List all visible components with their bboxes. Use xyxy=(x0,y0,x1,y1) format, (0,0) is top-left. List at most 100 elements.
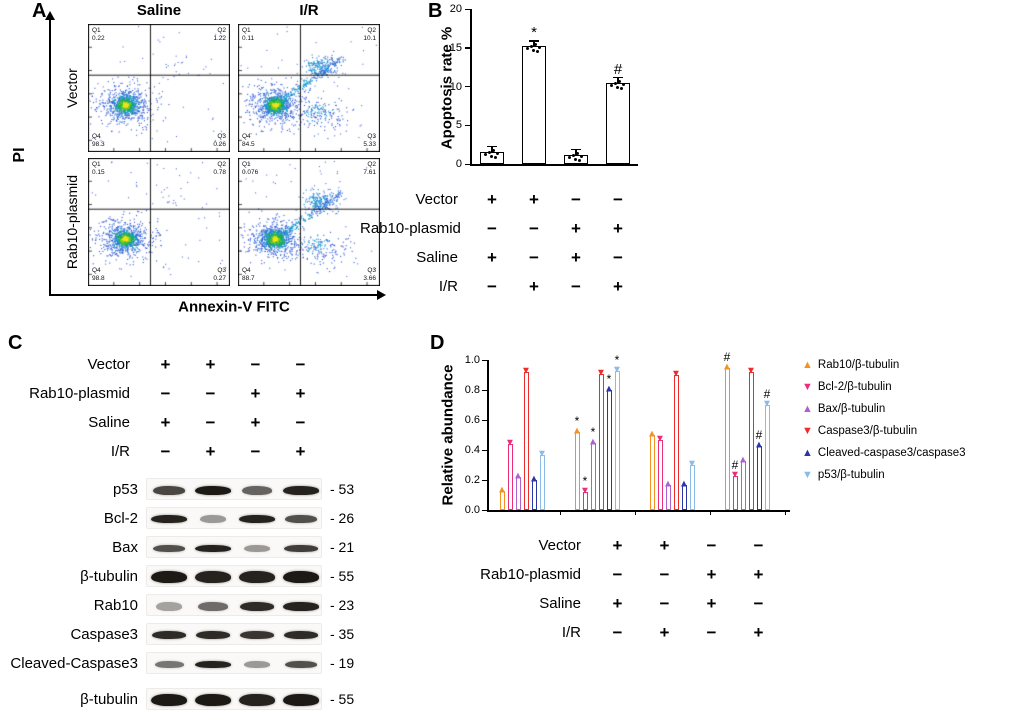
quadrant-q4-value: 98.3 xyxy=(92,141,105,148)
blot-band xyxy=(241,485,273,495)
panel-a-label: A xyxy=(32,0,47,22)
blot-band xyxy=(151,631,187,639)
treatment-matrix-c: Vector + + − − Rab10-plasmid − − + + Saline + − + − I/R… xyxy=(0,350,323,466)
triangle-up-marker: ▲ xyxy=(754,439,764,450)
x-axis xyxy=(470,164,638,166)
abundance-bar xyxy=(748,372,754,510)
treatment-sign: − xyxy=(295,354,306,374)
abundance-bar xyxy=(657,439,663,510)
y-tick xyxy=(465,124,470,127)
treatment-sign: − xyxy=(659,564,670,584)
y-tick xyxy=(482,389,487,391)
triangle-down-marker: ▼ xyxy=(687,458,697,470)
significance-marker: # xyxy=(613,60,623,78)
y-tick-label: 0.6 xyxy=(464,414,480,426)
data-point xyxy=(525,47,529,51)
blot-band xyxy=(243,660,271,668)
quadrant-q1: Q1 0.15 xyxy=(92,161,105,177)
quadrant-q4-value: 88.7 xyxy=(242,275,255,282)
treatment-sign: − xyxy=(659,593,670,613)
data-point xyxy=(493,155,497,159)
molecular-weight-label: - 55 xyxy=(330,691,355,707)
blot-strip xyxy=(146,478,322,500)
blot-strip xyxy=(146,507,322,529)
triangle-down-icon: ▼ xyxy=(802,381,813,393)
blot-band xyxy=(156,601,182,611)
blot-band xyxy=(198,601,228,611)
molecular-weight-label: - 55 xyxy=(330,568,355,584)
triangle-down-marker: ▼ xyxy=(612,364,622,375)
data-point xyxy=(621,82,625,86)
abundance-bar xyxy=(689,465,695,510)
molecular-weight-label: - 21 xyxy=(330,539,355,555)
quadrant-q3-name: Q3 xyxy=(217,267,226,274)
treatment-matrix-d: Vector + + − − Rab10-plasmid − − + + Saline + − + − I/R… xyxy=(430,531,782,647)
quadrant-q1-value: 0.15 xyxy=(92,169,105,176)
quadrant-q1: Q1 0.076 xyxy=(242,161,258,177)
abundance-bar xyxy=(756,445,762,510)
blot-band xyxy=(283,694,319,706)
treatment-row: Vector + + − − xyxy=(0,350,323,379)
significance-marker: * xyxy=(531,24,537,42)
blot-band xyxy=(195,544,231,552)
column-header-saline: Saline xyxy=(136,2,182,19)
treatment-row: Rab10-plasmid − − + + xyxy=(430,560,782,589)
legend-item: ▼ Caspase3/β-tubulin xyxy=(802,425,917,437)
triangle-up-marker: ▲ xyxy=(572,425,582,437)
protein-label: Rab10 xyxy=(93,597,138,614)
triangle-up-marker: ▲ xyxy=(679,478,689,489)
treatment-row-label: Vector xyxy=(415,191,458,208)
treatment-sign: + xyxy=(529,276,539,296)
quadrant-q2: Q2 7.61 xyxy=(363,161,376,177)
triangle-up-marker: ▲ xyxy=(722,361,732,372)
blot-strip xyxy=(146,688,322,710)
data-point xyxy=(615,85,619,89)
data-point xyxy=(571,153,575,157)
y-tick xyxy=(465,47,470,49)
data-point xyxy=(609,83,613,87)
y-tick-label: 0 xyxy=(455,158,462,170)
y-tick xyxy=(482,359,487,361)
quadrant-q2-name: Q2 xyxy=(367,161,376,168)
y-tick xyxy=(465,8,470,10)
quadrant-q4-name: Q4 xyxy=(242,133,251,140)
treatment-row: Vector + + − − xyxy=(360,185,639,214)
triangle-up-marker: ▲ xyxy=(588,436,598,447)
error-bar-cap xyxy=(529,40,539,42)
abundance-bar xyxy=(614,370,620,510)
y-tick-label: 10 xyxy=(449,80,462,93)
quadrant-q3: Q3 0.26 xyxy=(213,133,226,149)
blot-band xyxy=(195,694,231,706)
treatment-row-label: I/R xyxy=(561,624,581,641)
apoptosis-bar-1 xyxy=(522,46,546,164)
legend-item: ▲ Cleaved-caspase3/caspase3 xyxy=(802,447,966,459)
triangle-up-marker: ▲ xyxy=(497,484,507,495)
blot-band xyxy=(199,515,227,523)
treatment-sign: − xyxy=(612,622,623,642)
chart-legend: ▲ Rab10/β-tubulin ▼ Bcl-2/β-tubulin ▲ Bax/β-t… xyxy=(430,332,1020,527)
fitc-axis-label: Annexin-V FITC xyxy=(178,298,290,316)
abundance-bar xyxy=(515,477,521,510)
triangle-down-marker: ▼ xyxy=(596,367,606,378)
y-axis xyxy=(470,9,472,165)
treatment-sign: − xyxy=(487,276,497,296)
triangle-down-marker: ▼ xyxy=(655,433,665,444)
treatment-row-label: I/R xyxy=(110,443,130,460)
significance-marker: * xyxy=(582,474,588,488)
treatment-row-label: Saline xyxy=(539,595,581,612)
triangle-down-marker: ▼ xyxy=(746,365,756,377)
abundance-bar xyxy=(531,480,537,510)
legend-label: Bax/β-tubulin xyxy=(817,403,886,415)
blot-band xyxy=(284,544,318,552)
blot-band xyxy=(283,601,319,611)
treatment-sign: + xyxy=(753,622,764,642)
treatment-row-label: Rab10-plasmid xyxy=(480,566,581,583)
treatment-sign: − xyxy=(613,247,623,267)
y-tick xyxy=(465,163,470,165)
blot-band xyxy=(153,544,185,552)
y-tick-label: 15 xyxy=(449,41,462,54)
panel-d: D Relative abundance 0.0 0.2 0.4 0.6 0.8 1.0 ▲… xyxy=(430,332,1020,723)
triangle-down-marker: ▼ xyxy=(537,448,547,459)
quadrant-q1-name: Q1 xyxy=(92,27,101,34)
quadrant-q2: Q2 10.1 xyxy=(363,27,376,43)
